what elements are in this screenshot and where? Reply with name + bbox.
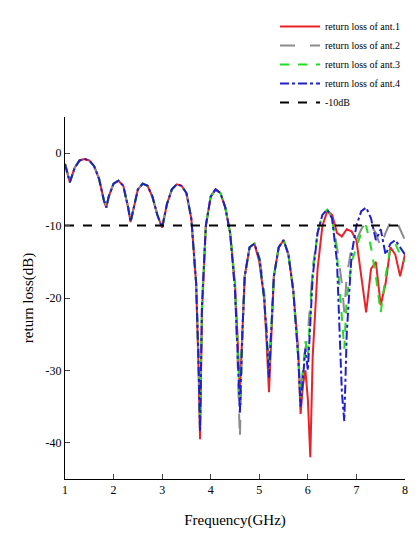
svg-text:return loss of ant.4: return loss of ant.4 [325, 78, 400, 89]
svg-text:2: 2 [111, 483, 117, 497]
svg-text:-20: -20 [46, 291, 62, 305]
svg-text:5: 5 [256, 483, 262, 497]
svg-text:6: 6 [305, 483, 311, 497]
svg-text:return loss of ant.2: return loss of ant.2 [325, 40, 400, 51]
svg-text:return loss of ant.3: return loss of ant.3 [325, 59, 400, 70]
svg-text:-40: -40 [46, 436, 62, 450]
svg-text:3: 3 [159, 483, 165, 497]
svg-text:7: 7 [353, 483, 359, 497]
svg-text:0: 0 [56, 146, 62, 160]
svg-text:-10dB: -10dB [325, 97, 350, 108]
svg-text:8: 8 [402, 483, 408, 497]
svg-text:Frequency(GHz): Frequency(GHz) [184, 512, 286, 529]
svg-text:1: 1 [62, 483, 68, 497]
svg-text:return loss(dB): return loss(dB) [20, 253, 37, 343]
svg-text:-30: -30 [46, 364, 62, 378]
svg-text:-10: -10 [46, 219, 62, 233]
svg-text:4: 4 [208, 483, 214, 497]
svg-text:return loss of ant.1: return loss of ant.1 [325, 21, 400, 32]
